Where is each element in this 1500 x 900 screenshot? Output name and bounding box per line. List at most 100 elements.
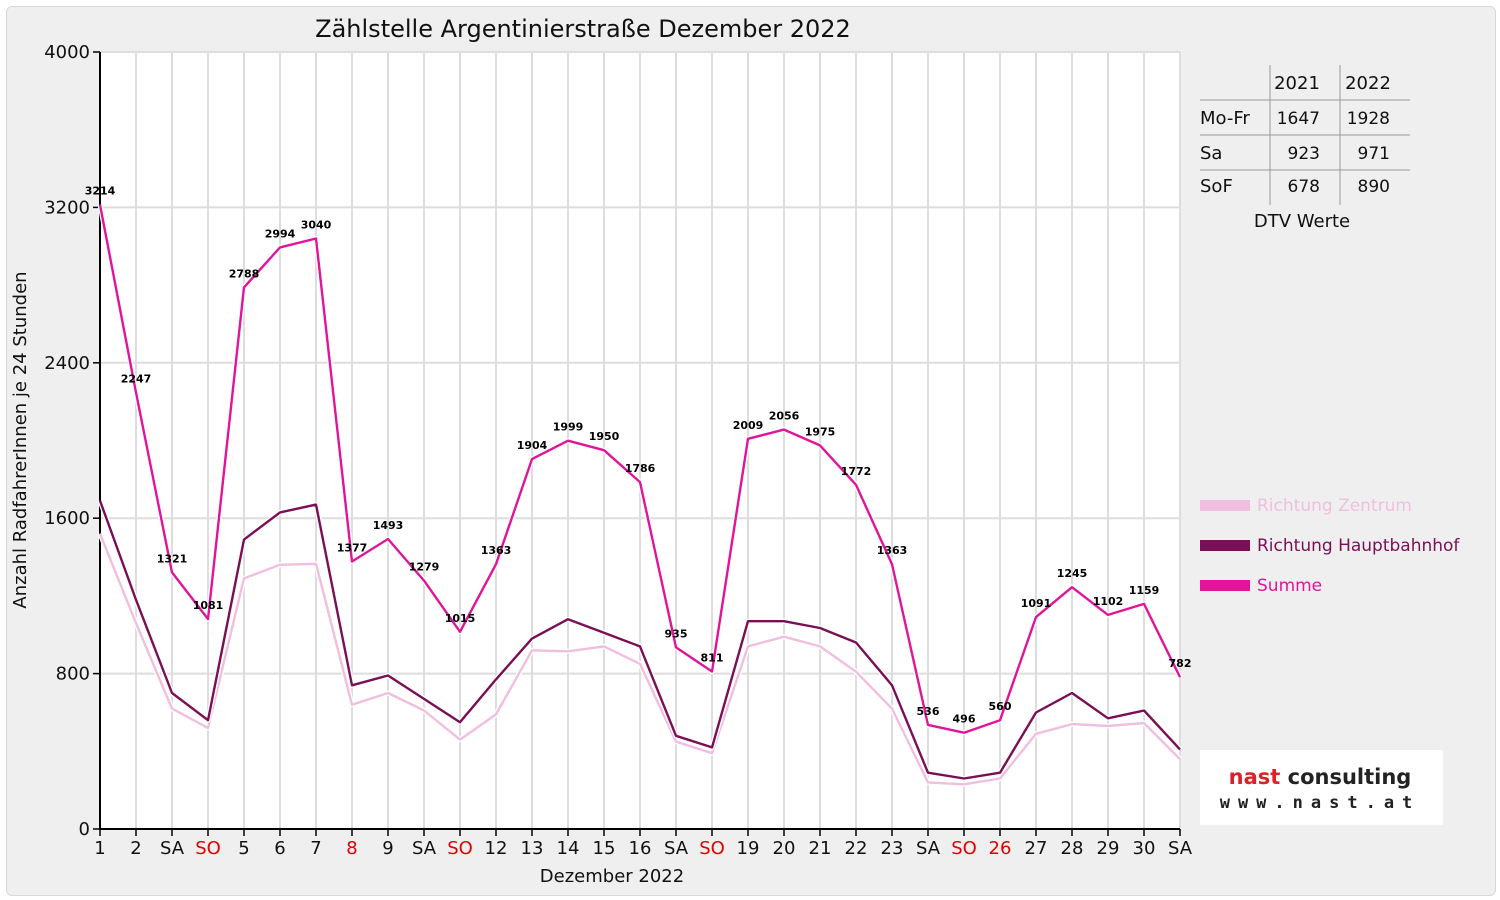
series-line-summe (98, 204, 1182, 734)
x-tick-label: 23 (881, 838, 904, 859)
data-label: 496 (953, 713, 976, 726)
table-row-label: Sa (1200, 143, 1222, 164)
x-tick-label: SO (699, 838, 725, 859)
legend: Richtung Zentrum Richtung Hauptbahnhof S… (1200, 496, 1460, 596)
x-tick-label: 16 (629, 838, 652, 859)
chart-title: Zählstelle Argentinierstraße Dezember 20… (315, 15, 851, 43)
data-label: 1363 (481, 544, 512, 557)
table-row-label: Mo-Fr (1200, 108, 1250, 129)
x-tick-label: SA (916, 838, 941, 859)
data-label: 1377 (337, 542, 368, 555)
data-label: 1999 (553, 421, 584, 434)
data-label: 1081 (193, 599, 224, 612)
data-label: 782 (1169, 657, 1192, 670)
series-line-zentrum (98, 533, 1181, 786)
x-tick-label: 20 (773, 838, 796, 859)
table-header-2021: 2021 (1274, 73, 1320, 94)
x-tick-label: SA (160, 838, 185, 859)
x-tick-label: 15 (593, 838, 616, 859)
y-tick-label: 800 (56, 664, 90, 685)
data-label: 1950 (589, 430, 620, 443)
legend-swatch-summe (1200, 580, 1250, 591)
x-tick-label: 9 (382, 838, 393, 859)
y-tick-label: 1600 (44, 508, 90, 529)
data-label: 2056 (769, 410, 800, 423)
y-tick-label: 4000 (44, 42, 90, 63)
nast-consulting-logo: nast consulting www.nast.at (1200, 750, 1443, 825)
x-tick-label: 14 (557, 838, 580, 859)
data-label: 1363 (877, 544, 908, 557)
data-label: 935 (665, 627, 688, 640)
x-tick-label: 27 (1025, 838, 1048, 859)
data-label: 1493 (373, 519, 404, 532)
data-label: 1772 (841, 465, 872, 478)
data-label: 1321 (157, 552, 188, 565)
data-labels: 3214 2247 1321 1081 2788 2994 3040 1377 1493 1279… (85, 185, 1192, 726)
y-axis-title: Anzahl RadfahrerInnen je 24 Stunden (10, 271, 31, 608)
x-tick-label: SO (195, 838, 221, 859)
legend-swatch-hauptbahnhof (1200, 540, 1250, 551)
x-tick-label: 8 (346, 838, 357, 859)
series-layer (97, 204, 1183, 787)
data-label: 536 (917, 705, 940, 718)
data-label: 1159 (1129, 584, 1160, 597)
dtv-table: 2021 2022 Mo-Fr 1647 1928 Sa 923 971 SoF… (1200, 65, 1410, 232)
data-label: 1091 (1021, 597, 1052, 610)
table-cell: 1928 (1347, 109, 1390, 129)
x-tick-label: SA (1168, 838, 1193, 859)
data-label: 3040 (301, 218, 332, 231)
x-tick-label: 6 (274, 838, 285, 859)
y-tick-label: 0 (79, 819, 90, 840)
x-tick-label: 12 (485, 838, 508, 859)
y-tick-label: 3200 (44, 197, 90, 218)
data-label: 1786 (625, 462, 656, 475)
data-label: 3214 (85, 185, 116, 198)
x-tick-label: SO (951, 838, 977, 859)
x-axis-title: Dezember 2022 (540, 866, 684, 887)
data-label: 1015 (445, 612, 476, 625)
data-label: 2994 (265, 227, 296, 240)
x-tick-label: 13 (521, 838, 544, 859)
logo-url: www.nast.at (1220, 793, 1421, 813)
x-tick-label: 7 (310, 838, 321, 859)
x-tick-label: 30 (1133, 838, 1156, 859)
data-label: 1904 (517, 439, 548, 452)
data-label: 1975 (805, 425, 836, 438)
x-tick-label: 21 (809, 838, 832, 859)
table-cell: 678 (1288, 177, 1320, 197)
x-tick-label: 22 (845, 838, 868, 859)
legend-label-zentrum: Richtung Zentrum (1257, 496, 1412, 516)
x-tick-label: SO (447, 838, 473, 859)
data-label: 2009 (733, 419, 764, 432)
data-label: 2788 (229, 267, 260, 280)
x-tick-label: 29 (1097, 838, 1120, 859)
x-tick-label: 2 (130, 838, 141, 859)
table-cell: 923 (1288, 144, 1320, 164)
table-cell: 1647 (1277, 109, 1320, 129)
x-tick-label: 5 (238, 838, 249, 859)
x-tick-label: 19 (737, 838, 760, 859)
legend-label-summe: Summe (1257, 576, 1322, 596)
legend-label-hauptbahnhof: Richtung Hauptbahnhof (1257, 536, 1460, 556)
data-label: 560 (989, 700, 1012, 713)
x-tick-label: 26 (989, 838, 1012, 859)
series-line-hauptbahnhof (98, 500, 1181, 780)
data-label: 811 (701, 651, 724, 664)
table-caption: DTV Werte (1254, 211, 1350, 232)
x-tick-label: SA (412, 838, 437, 859)
grid-lines (100, 51, 1181, 829)
table-cell: 890 (1358, 177, 1390, 197)
x-tick-label: 28 (1061, 838, 1084, 859)
legend-swatch-zentrum (1200, 500, 1250, 511)
x-tick-label: 1 (94, 838, 105, 859)
y-tick-label: 2400 (44, 353, 90, 374)
data-label: 1102 (1093, 595, 1124, 608)
x-tick-label: SA (664, 838, 689, 859)
table-cell: 971 (1358, 144, 1390, 164)
data-label: 2247 (121, 373, 152, 386)
data-label: 1279 (409, 561, 440, 574)
table-row-label: SoF (1200, 176, 1233, 197)
table-header-2022: 2022 (1345, 73, 1391, 94)
